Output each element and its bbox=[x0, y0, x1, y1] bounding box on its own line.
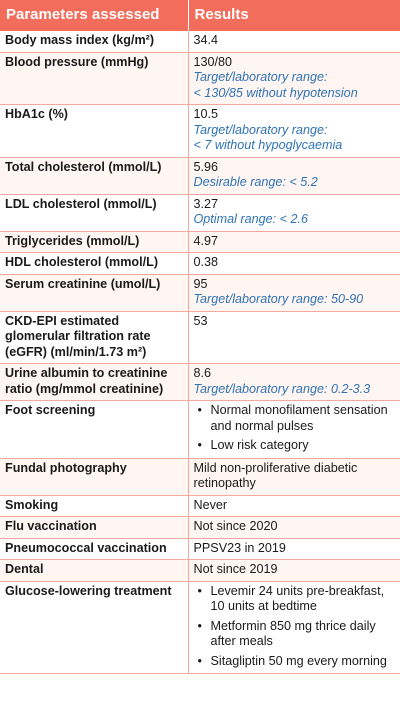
result-cell: Not since 2020 bbox=[188, 516, 400, 539]
result-value: PPSV23 in 2019 bbox=[193, 540, 286, 555]
parameter-cell: Dental bbox=[0, 559, 189, 582]
table-row: CKD-EPI estimated glomerular filtration … bbox=[0, 311, 400, 364]
parameter-cell: Blood pressure (mmHg) bbox=[0, 52, 189, 105]
table-row: Glucose-lowering treatmentLevemir 24 uni… bbox=[0, 581, 400, 674]
result-value: Mild non-proliferative diabetic retinopa… bbox=[193, 460, 358, 491]
parameter-cell: HbA1c (%) bbox=[0, 104, 189, 158]
result-value: 53 bbox=[193, 313, 208, 328]
list-item: Normal monofilament sensation and normal… bbox=[194, 403, 396, 434]
result-value: 130/80 bbox=[193, 54, 233, 69]
result-cell: 10.5 Target/laboratory range: < 7 without… bbox=[188, 104, 400, 158]
result-cell: 34.4 bbox=[188, 31, 400, 53]
table-row: Total cholesterol (mmol/L) 5.96 Desirable … bbox=[0, 157, 400, 195]
parameter-cell: Body mass index (kg/m²) bbox=[0, 31, 189, 53]
parameter-cell: LDL cholesterol (mmol/L) bbox=[0, 194, 189, 232]
result-value: 3.27 bbox=[193, 196, 219, 211]
result-cell: PPSV23 in 2019 bbox=[188, 538, 400, 560]
result-cell: Levemir 24 units pre-breakfast, 10 units… bbox=[188, 581, 400, 674]
table-row: Smoking Never bbox=[0, 495, 400, 517]
result-value: 4.97 bbox=[193, 233, 219, 248]
result-cell: 8.6 Target/laboratory range: 0.2-3.3 bbox=[188, 363, 400, 401]
result-cell: 130/80 Target/laboratory range: < 130/85 … bbox=[188, 52, 400, 105]
parameter-cell: Flu vaccination bbox=[0, 516, 189, 539]
table-row: Foot screeningNormal monofilament sensat… bbox=[0, 400, 400, 459]
result-cell: 95 Target/laboratory range: 50-90 bbox=[188, 274, 400, 312]
bullet-list: Levemir 24 units pre-breakfast, 10 units… bbox=[194, 584, 396, 670]
result-value: 5.96 bbox=[193, 159, 219, 174]
table-row: Fundal photography Mild non-proliferative… bbox=[0, 458, 400, 496]
table-row: HbA1c (%) 10.5 Target/laboratory range: < … bbox=[0, 104, 400, 158]
result-value: 0.38 bbox=[193, 255, 219, 269]
table-row: Serum creatinine (umol/L) 95 Target/labora… bbox=[0, 274, 400, 312]
table-row: Dental Not since 2019 bbox=[0, 559, 400, 582]
table-body: Body mass index (kg/m²) 34.4 Blood pressur… bbox=[0, 31, 400, 674]
parameter-cell: Smoking bbox=[0, 495, 189, 517]
result-cell: 5.96 Desirable range: < 5.2 bbox=[188, 157, 400, 195]
target-range-note: Target/laboratory range: 0.2-3.3 bbox=[193, 381, 371, 396]
result-cell: 4.97 bbox=[188, 231, 400, 253]
table-row: Body mass index (kg/m²) 34.4 bbox=[0, 31, 400, 53]
bullet-list: Normal monofilament sensation and normal… bbox=[194, 403, 396, 454]
header-results: Results bbox=[187, 0, 400, 31]
table-row: Blood pressure (mmHg) 130/80 Target/labora… bbox=[0, 52, 400, 105]
parameter-cell: CKD-EPI estimated glomerular filtration … bbox=[0, 311, 189, 364]
header-row: Parameters assessed Results bbox=[0, 0, 400, 31]
parameter-cell: Foot screening bbox=[0, 400, 189, 459]
target-range-note: Target/laboratory range: < 130/85 withou… bbox=[193, 70, 358, 100]
parameter-cell: Pneumococcal vaccination bbox=[0, 538, 189, 560]
parameter-cell: Serum creatinine (umol/L) bbox=[0, 274, 189, 312]
result-cell: Normal monofilament sensation and normal… bbox=[188, 400, 400, 459]
parameters-table: Parameters assessed Results Body mass in… bbox=[0, 0, 400, 674]
result-cell: 3.27 Optimal range: < 2.6 bbox=[188, 194, 400, 232]
result-cell: 0.38 bbox=[188, 252, 400, 275]
parameter-cell: HDL cholesterol (mmol/L) bbox=[0, 252, 189, 275]
result-cell: Never bbox=[188, 495, 400, 517]
parameter-cell: Fundal photography bbox=[0, 458, 189, 496]
parameter-cell: Total cholesterol (mmol/L) bbox=[0, 157, 189, 195]
target-range-note: Desirable range: < 5.2 bbox=[193, 175, 318, 189]
parameter-cell: Triglycerides (mmol/L) bbox=[0, 231, 189, 253]
result-value: 10.5 bbox=[193, 107, 219, 121]
header-parameters: Parameters assessed bbox=[0, 0, 188, 31]
result-value: 34.4 bbox=[193, 33, 219, 47]
table-row: Pneumococcal vaccination PPSV23 in 2019 bbox=[0, 538, 400, 560]
result-cell: Mild non-proliferative diabetic retinopa… bbox=[188, 458, 400, 496]
target-range-note: Optimal range: < 2.6 bbox=[193, 212, 308, 226]
result-cell: 53 bbox=[188, 311, 400, 364]
target-range-note: Target/laboratory range: < 7 without hyp… bbox=[193, 122, 343, 153]
target-range-note: Target/laboratory range: 50-90 bbox=[193, 292, 364, 306]
table-row: LDL cholesterol (mmol/L) 3.27 Optimal rang… bbox=[0, 194, 400, 232]
result-value: Not since 2019 bbox=[193, 562, 278, 576]
list-item: Sitagliptin 50 mg every morning bbox=[194, 654, 396, 670]
table-row: HDL cholesterol (mmol/L) 0.38 bbox=[0, 252, 400, 275]
table-row: Urine albumin to creatinine ratio (mg/mm… bbox=[0, 363, 400, 401]
list-item: Metformin 850 mg thrice daily after meal… bbox=[194, 619, 396, 650]
table-row: Flu vaccination Not since 2020 bbox=[0, 516, 400, 539]
result-value: 8.6 bbox=[193, 366, 212, 380]
parameter-cell: Urine albumin to creatinine ratio (mg/mm… bbox=[0, 363, 189, 401]
parameter-cell: Glucose-lowering treatment bbox=[0, 581, 189, 674]
result-value: Never bbox=[193, 497, 228, 512]
list-item: Levemir 24 units pre-breakfast, 10 units… bbox=[194, 584, 396, 615]
result-value: 95 bbox=[193, 276, 208, 291]
list-item: Low risk category bbox=[194, 438, 396, 454]
result-value: Not since 2020 bbox=[193, 519, 278, 533]
table-row: Triglycerides (mmol/L) 4.97 bbox=[0, 231, 400, 253]
result-cell: Not since 2019 bbox=[188, 559, 400, 582]
